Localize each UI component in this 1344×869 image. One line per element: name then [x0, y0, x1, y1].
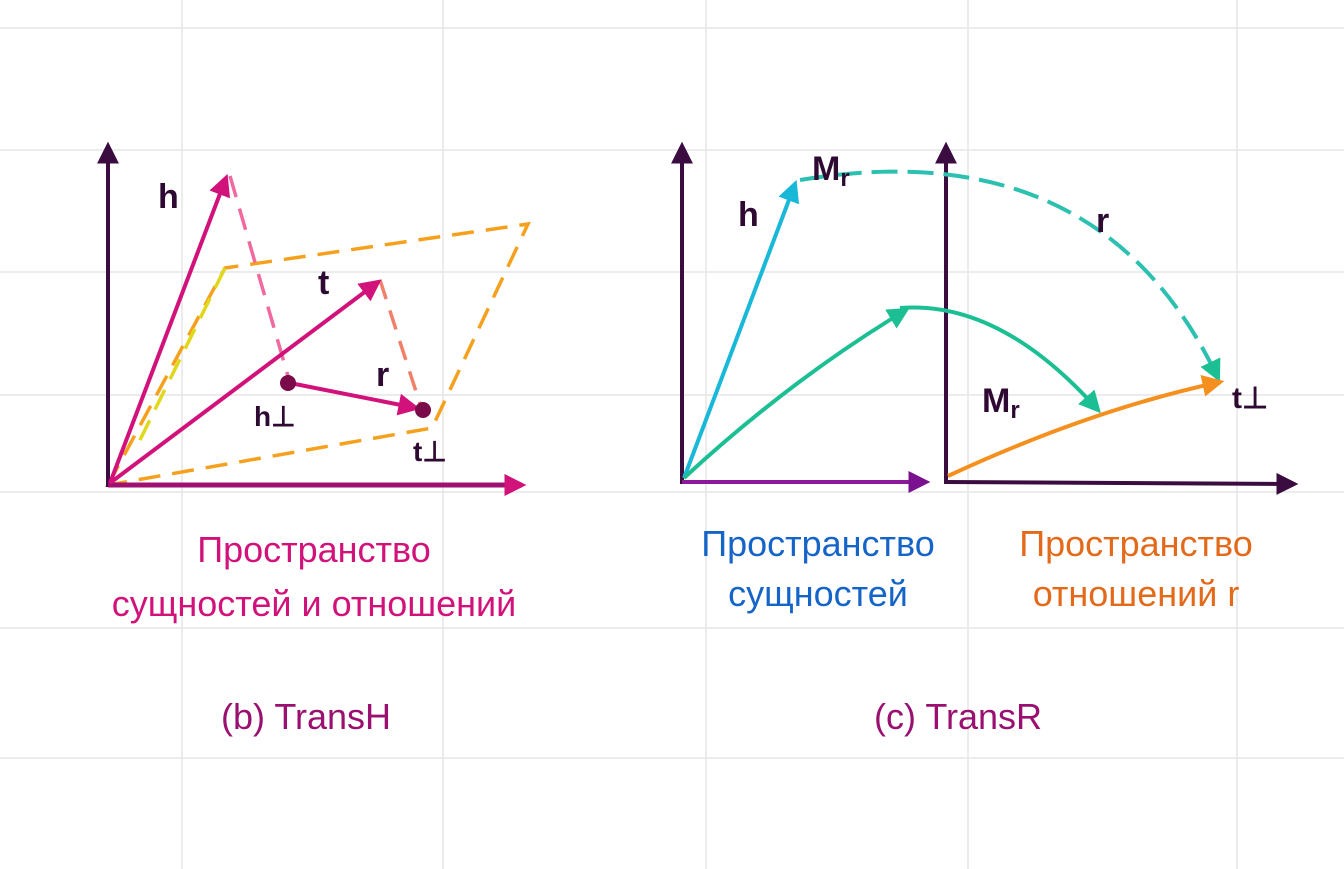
caption: (c) TransR [874, 696, 1042, 737]
label-h: h [158, 178, 179, 216]
label-t-perp: t⊥ [413, 436, 447, 467]
label-m: M [982, 382, 1010, 420]
label-sub: r [1010, 397, 1019, 424]
entity-space-label: сущностей [728, 573, 908, 614]
relation-space-label: Пространство [1019, 523, 1253, 564]
space-label: сущностей и отношений [112, 583, 516, 624]
transr-panel [671, 141, 1299, 495]
label-h-perp: h⊥ [254, 401, 296, 432]
label-sub: r [840, 165, 849, 192]
caption: (b) TransH [221, 696, 391, 737]
entity-space-label: Пространство [701, 523, 935, 564]
label-r: r [376, 356, 389, 394]
label-t-perp: t⊥ [1232, 382, 1268, 415]
label-t: t [318, 264, 329, 302]
transh-panel [97, 141, 531, 496]
label-mr: Mr [812, 150, 850, 192]
label-m: M [812, 150, 840, 188]
label-h: h [738, 196, 759, 234]
space-label: Пространство [197, 529, 431, 570]
label-mr: Mr [982, 382, 1020, 424]
relation-space-label: отношений r [1033, 573, 1240, 614]
label-r: r [1096, 202, 1109, 240]
